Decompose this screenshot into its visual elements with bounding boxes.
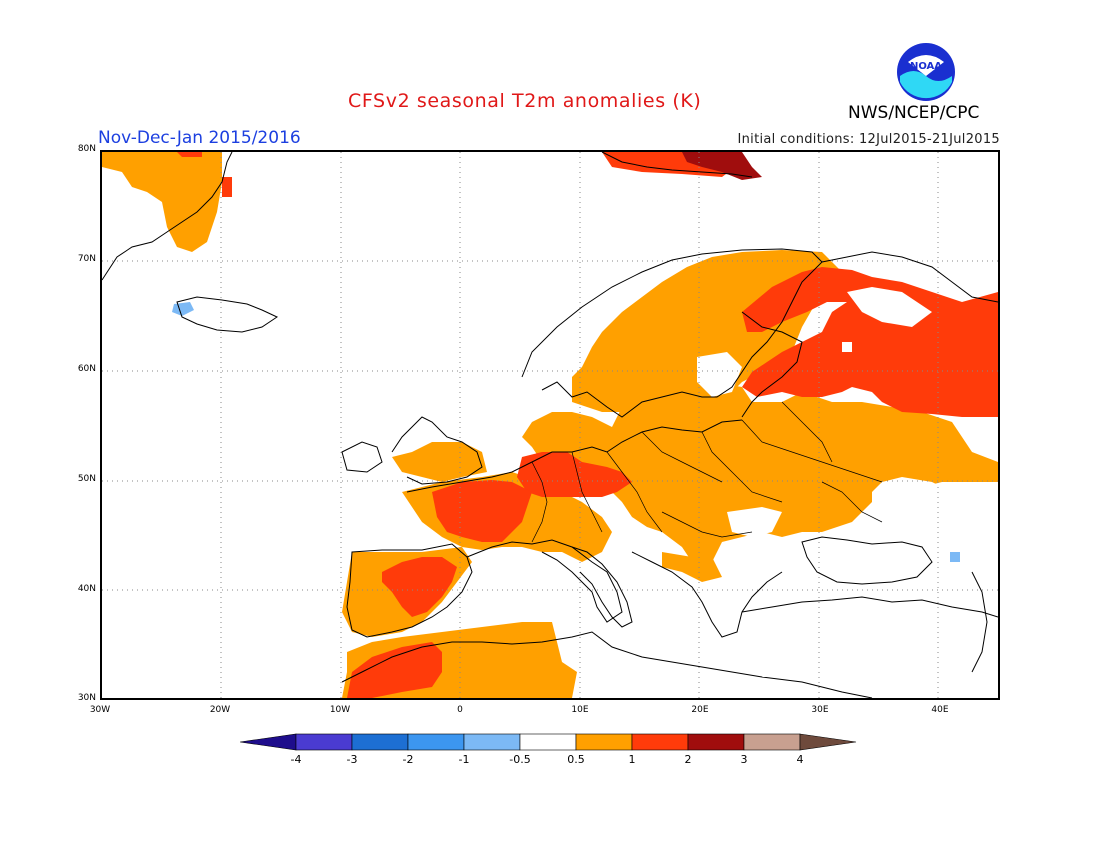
coast-north-africa [341,631,873,698]
colorbar [240,733,857,751]
agency-label: NWS/NCEP/CPC [848,103,980,123]
country-borders [531,401,883,543]
region-balkans [662,552,722,582]
lon-tick-30e: 30E [811,705,829,715]
lat-tick-70n: 70N [77,254,96,264]
colorbar-label-1: 1 [628,753,636,766]
region-white-balkans [727,507,782,537]
region-france [432,480,532,542]
coast-iceland [176,296,279,333]
region-east-europe [522,382,998,562]
coast-ireland [341,441,383,473]
region-caucasus-blue [950,552,960,562]
colorbar-label-3: 3 [740,753,748,766]
colorbar-label-neg4: -4 [290,753,302,766]
colorbar-swatch-3 [407,733,465,751]
chart-title: CFSv2 seasonal T2m anomalies (K) [348,90,702,112]
coast-greenland [102,152,233,281]
coast-caspian [971,571,988,673]
colorbar-swatch-0 [240,733,297,751]
anomaly-map [100,150,1000,700]
colorbar-swatch-4 [463,733,521,751]
lon-tick-10w: 10W [329,705,351,715]
noaa-logo: NOAA [897,43,955,101]
region-baltic-white [697,352,742,397]
colorbar-swatch-2 [351,733,409,751]
region-nw-russia [742,267,998,417]
colorbar-swatch-5 [519,733,577,751]
region-greenland-red-2 [222,177,232,197]
colorbar-swatch-7 [631,733,689,751]
lat-tick-50n: 50N [77,474,96,484]
near-normal-regions [697,287,952,537]
graticule [102,152,998,698]
anomaly-lightblue-regions [172,302,960,562]
colorbar-swatch-9 [743,733,801,751]
lon-tick-20w: 20W [209,705,231,715]
region-svalbard-darkred [682,152,762,180]
region-germany-czech [517,452,632,497]
colorbar-label-05: 0.5 [567,753,585,766]
coast-baltic-east [741,311,803,418]
anomaly-red-regions [177,152,998,698]
lon-tick-40e: 40E [931,705,949,715]
lon-tick-10e: 10E [571,705,589,715]
colorbar-label-4: 4 [796,753,804,766]
logo-text: NOAA [910,61,942,72]
colorbar-swatch-10 [799,733,857,751]
colorbar-label-neg05: -0.5 [509,753,531,766]
colorbar-label-neg2: -2 [402,753,414,766]
colorbar-label-neg3: -3 [346,753,358,766]
region-greenland-red [177,152,202,157]
region-iberia-red [382,557,457,617]
colorbar-label-neg1: -1 [458,753,470,766]
coast-svalbard [601,152,753,178]
lon-tick-30w: 30W [89,705,111,715]
region-east-greenland [102,152,222,252]
anomaly-orange-regions [102,152,998,698]
lat-tick-40n: 40N [77,584,96,594]
region-white-russia [842,342,852,352]
coast-black-sea [801,536,933,585]
coast-balkans [631,551,783,638]
coast-turkey [741,596,998,618]
coast-italy [571,546,633,628]
region-british-isles [392,442,487,482]
coast-britain [391,416,483,485]
colorbar-swatch-1 [295,733,353,751]
lon-tick-20e: 20E [691,705,709,715]
region-iceland-blue [172,302,194,316]
region-morocco [347,642,442,698]
colorbar-label-2: 2 [684,753,692,766]
season-label: Nov-Dec-Jan 2015/2016 [98,128,301,148]
coastlines [102,152,998,698]
lon-tick-0: 0 [457,705,463,715]
lat-tick-80n: 80N [77,144,96,154]
region-white-ne [847,287,932,327]
anomaly-darkred-regions [682,152,762,180]
coast-europe-west [406,419,743,493]
region-white-ukraine [872,477,952,517]
colorbar-swatch-6 [575,733,633,751]
initial-conditions-label: Initial conditions: 12Jul2015-21Jul2015 [737,132,1000,147]
map-canvas [102,152,998,698]
coast-iberia [346,543,473,638]
colorbar-swatch-8 [687,733,745,751]
lat-tick-60n: 60N [77,364,96,374]
coast-mediterranean-north [466,539,623,623]
lat-tick-30n: 30N [77,693,96,703]
coast-scandinavia [521,248,823,418]
coast-kola [821,251,998,303]
